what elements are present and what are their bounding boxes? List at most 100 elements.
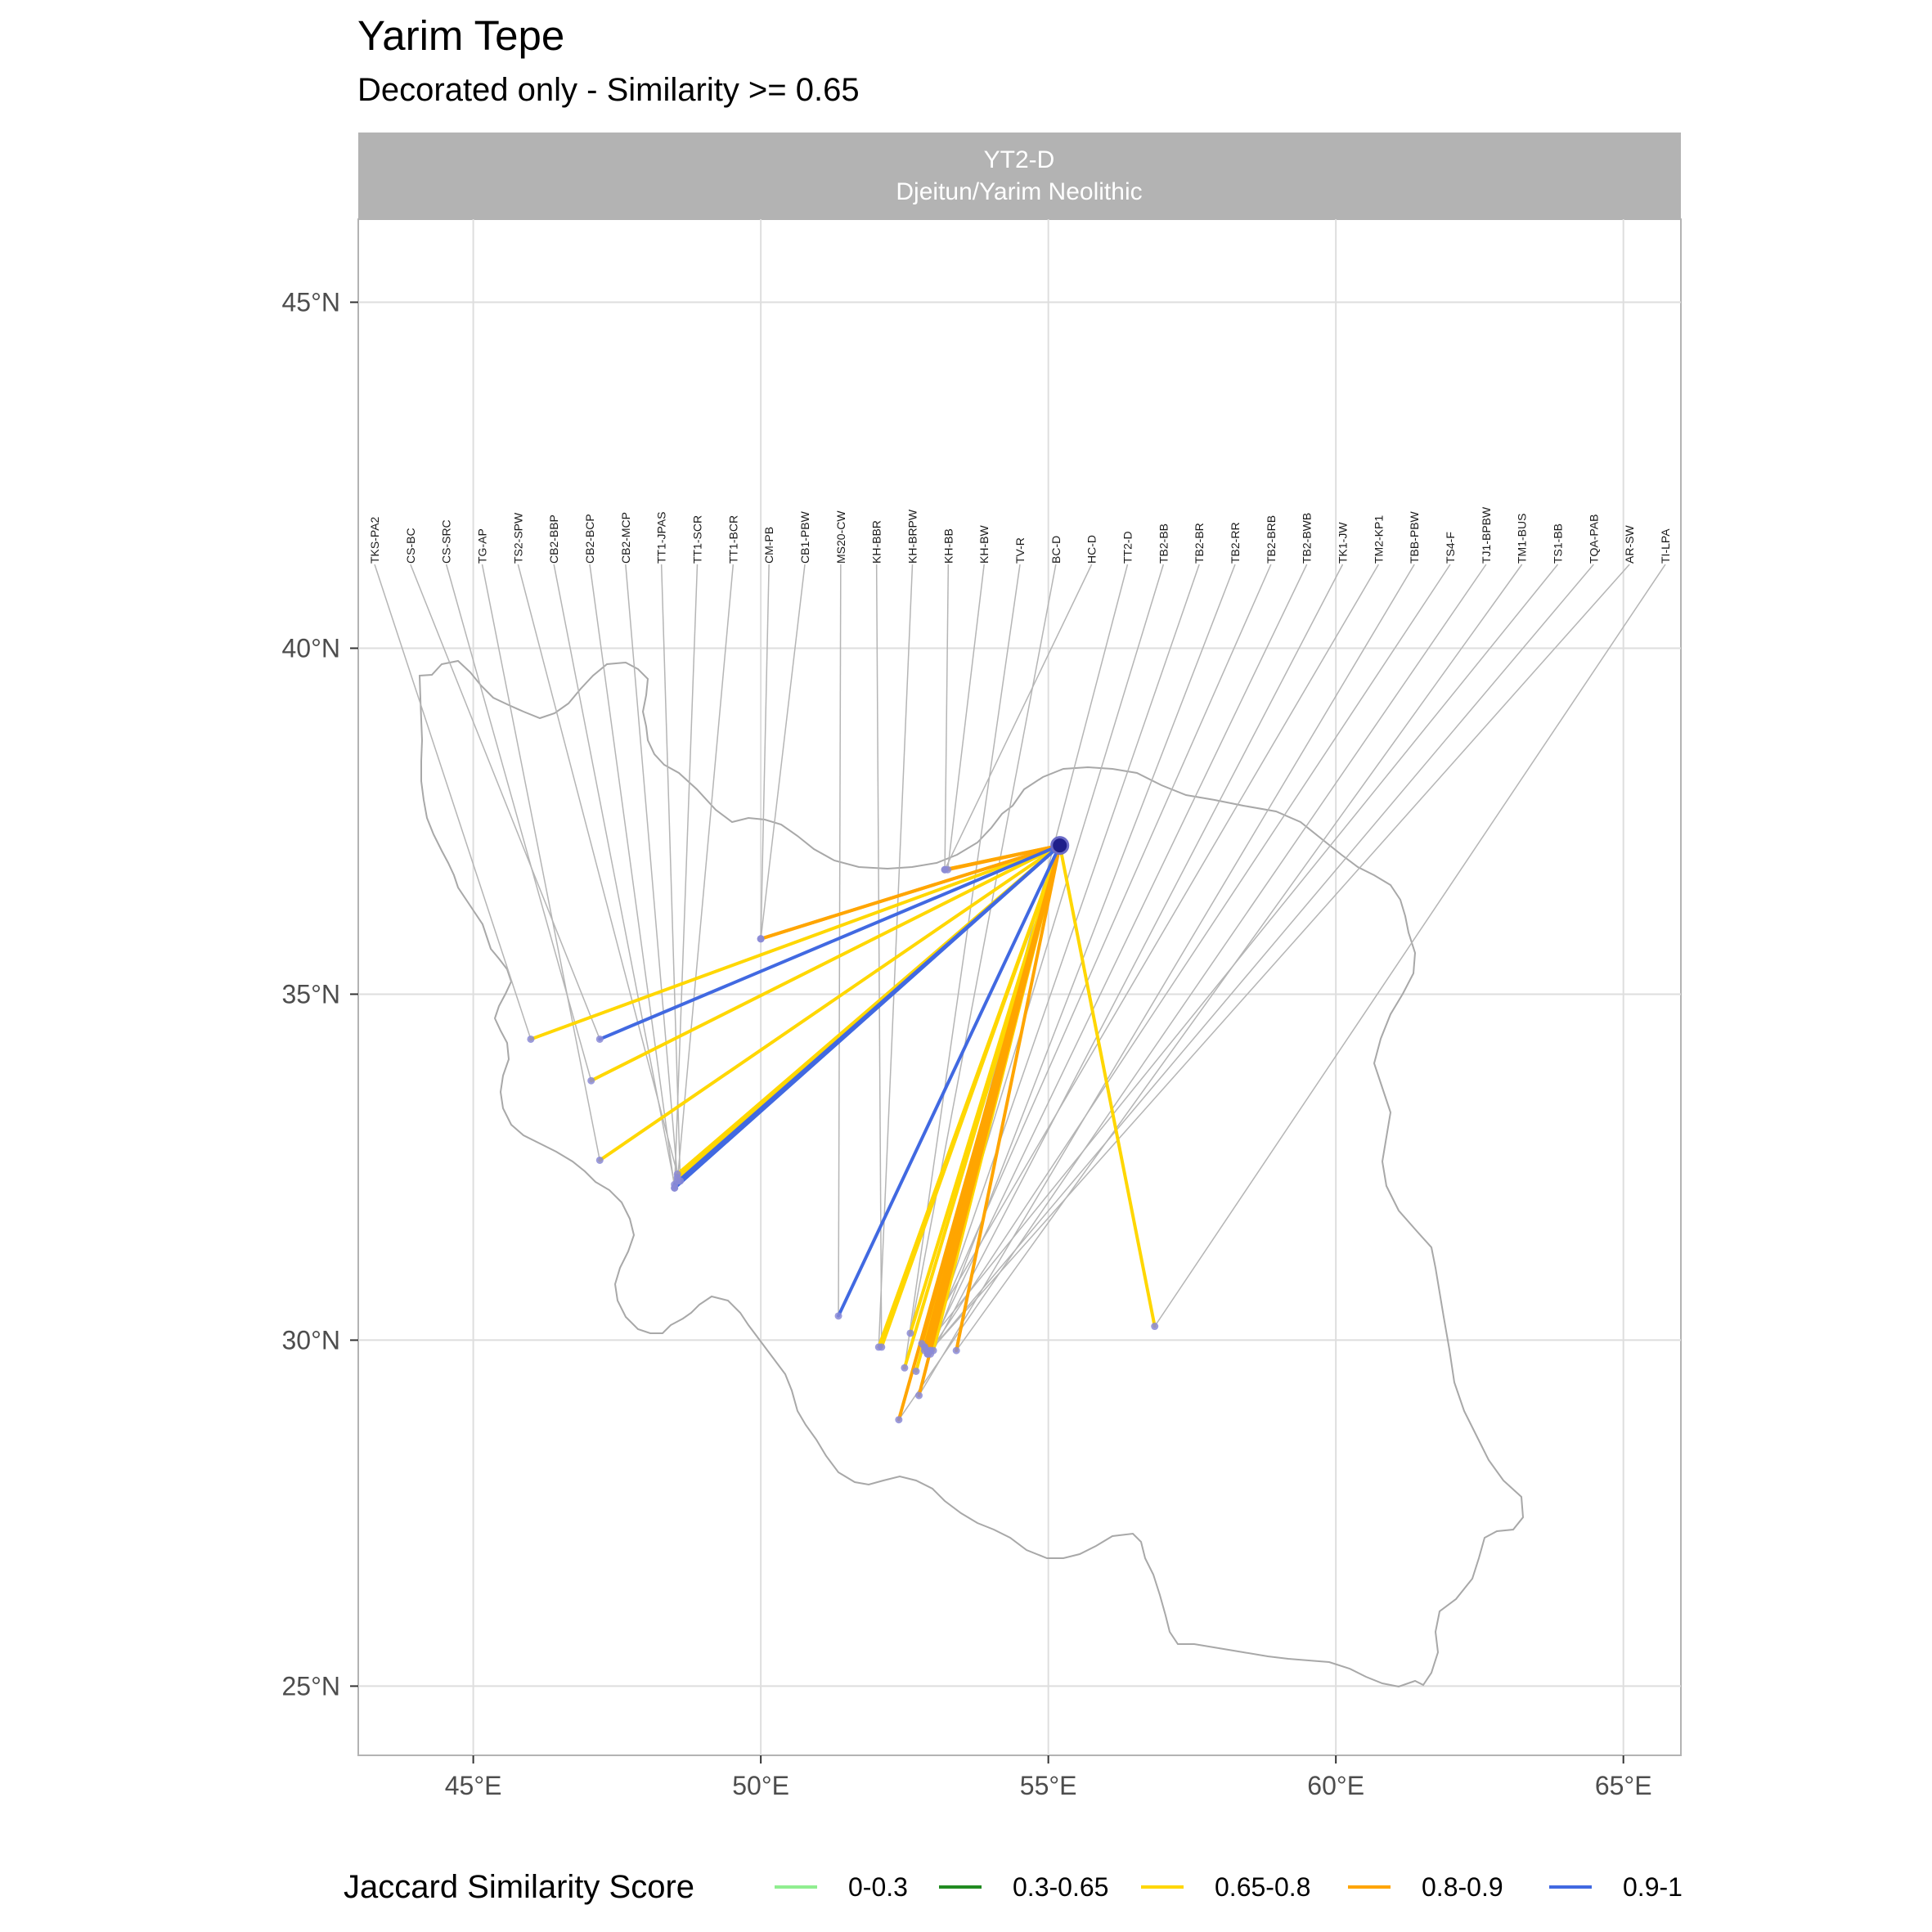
- label-leader: [929, 564, 1630, 1351]
- label-leader: [1154, 564, 1666, 1327]
- similarity-line: [589, 843, 1062, 1083]
- site-point: [671, 1184, 679, 1192]
- label-leader: [589, 564, 676, 1188]
- site-label: TB2-BWB: [1301, 513, 1314, 564]
- site-label: TI-LPA: [1659, 528, 1672, 564]
- label-leader: [410, 564, 600, 1040]
- site-label: KH-BRPW: [906, 509, 919, 564]
- label-leader: [944, 564, 950, 870]
- site-label: TB2-BB: [1157, 523, 1170, 564]
- site-point: [912, 1368, 920, 1375]
- y-axis-ticks: 45°N 40°N 35°N 30°N 25°N: [282, 288, 358, 1701]
- site-point: [834, 1312, 842, 1320]
- legend-label: 0.65-0.8: [1215, 1872, 1310, 1902]
- similarity-line: [955, 843, 1062, 1353]
- site-label: KH-BW: [977, 525, 991, 564]
- site-label: CS-BC: [404, 528, 417, 564]
- site-label: TJ1-BPBW: [1480, 506, 1493, 564]
- site-label: KH-BB: [941, 528, 955, 564]
- site-label: TS2-SPW: [511, 512, 524, 564]
- facet-strip: [358, 133, 1681, 219]
- similarity-line: [598, 843, 1062, 1162]
- label-leader: [946, 564, 985, 870]
- label-leader: [898, 564, 1487, 1421]
- x-tick-label: 45°E: [445, 1771, 502, 1800]
- similarity-line: [1058, 843, 1157, 1328]
- label-leader: [910, 564, 1057, 1334]
- site-label: CB1-PBW: [798, 510, 811, 564]
- label-leader: [875, 564, 883, 1347]
- facet-strip-code: YT2-D: [984, 146, 1055, 173]
- similarity-line: [837, 843, 1062, 1318]
- y-tick-label: 40°N: [282, 633, 341, 663]
- label-leader: [481, 564, 601, 1161]
- similarity-line: [759, 843, 1062, 941]
- legend-label: 0-0.3: [848, 1872, 908, 1902]
- site-label: TS1-BB: [1552, 523, 1565, 564]
- site-label: TK1-JW: [1337, 522, 1350, 564]
- site-label: TT2-D: [1121, 531, 1134, 564]
- site-point: [587, 1076, 595, 1085]
- label-leader: [929, 564, 1451, 1351]
- label-leader: [374, 564, 532, 1040]
- site-label: CB2-MCP: [619, 512, 632, 564]
- label-leader: [838, 564, 842, 1316]
- site-label: TB2-BR: [1193, 523, 1206, 564]
- site-label: TQA-PAB: [1587, 514, 1600, 564]
- graticule: [358, 219, 1681, 1755]
- site-labels: TKS-PA2 CS-BC CS-SRC TG-AP TS2-SPW CB2-BBP CB2…: [368, 506, 1672, 564]
- label-leader-lines: [374, 564, 1666, 1421]
- site-point: [901, 1364, 909, 1372]
- site-points: [527, 865, 1159, 1424]
- site-point: [920, 1343, 928, 1351]
- site-point: [673, 1177, 681, 1185]
- similarity-line: [946, 843, 1062, 872]
- label-leader: [927, 564, 1594, 1355]
- label-leader: [553, 564, 676, 1185]
- y-tick-label: 35°N: [282, 979, 341, 1009]
- similarity-line: [908, 843, 1062, 1335]
- site-label: TKS-PA2: [368, 516, 381, 564]
- x-axis-ticks: 45°E 50°E 55°E 60°E 65°E: [445, 1755, 1652, 1800]
- label-leader: [944, 564, 1093, 870]
- focal-site-point: [1050, 836, 1070, 856]
- x-tick-label: 65°E: [1595, 1771, 1652, 1800]
- site-label: TT1-JPAS: [655, 511, 668, 564]
- x-tick-label: 50°E: [732, 1771, 789, 1800]
- site-point: [952, 1346, 960, 1355]
- legend-label: 0.8-0.9: [1422, 1872, 1503, 1902]
- site-point: [874, 1343, 883, 1351]
- site-label: BC-D: [1049, 536, 1063, 564]
- label-leader: [517, 564, 678, 1175]
- site-point: [1151, 1323, 1159, 1331]
- site-label: CS-SRC: [440, 519, 453, 564]
- x-tick-label: 60°E: [1307, 1771, 1364, 1800]
- site-label: TM2-KP1: [1372, 515, 1385, 564]
- label-leader: [921, 564, 1379, 1345]
- site-point: [757, 935, 765, 943]
- site-label: TM1-BUS: [1516, 514, 1529, 564]
- label-leader: [760, 564, 770, 939]
- label-leader: [625, 564, 678, 1178]
- site-label: TS4-F: [1444, 532, 1457, 564]
- y-tick-label: 45°N: [282, 288, 341, 317]
- site-point: [895, 1416, 903, 1424]
- legend: Jaccard Similarity Score 0-0.3 0.3-0.65 0.…: [344, 1869, 1683, 1905]
- site-label: HC-D: [1085, 535, 1099, 564]
- focal-site: [1050, 836, 1070, 856]
- site-point: [527, 1035, 535, 1043]
- site-label: MS20-CW: [834, 510, 847, 564]
- site-label: TB2-RR: [1229, 522, 1242, 564]
- site-label: CB2-BBP: [547, 514, 560, 564]
- label-leader: [904, 564, 1021, 1368]
- site-point: [941, 865, 949, 874]
- legend-title: Jaccard Similarity Score: [344, 1869, 694, 1905]
- site-label: TT1-SCR: [691, 515, 704, 564]
- legend-label: 0.9-1: [1623, 1872, 1683, 1902]
- site-label: TG-AP: [476, 528, 489, 564]
- y-tick-label: 30°N: [282, 1325, 341, 1355]
- label-leader: [932, 564, 1344, 1351]
- site-label: AR-SW: [1623, 525, 1636, 564]
- similarity-line: [928, 843, 1062, 1353]
